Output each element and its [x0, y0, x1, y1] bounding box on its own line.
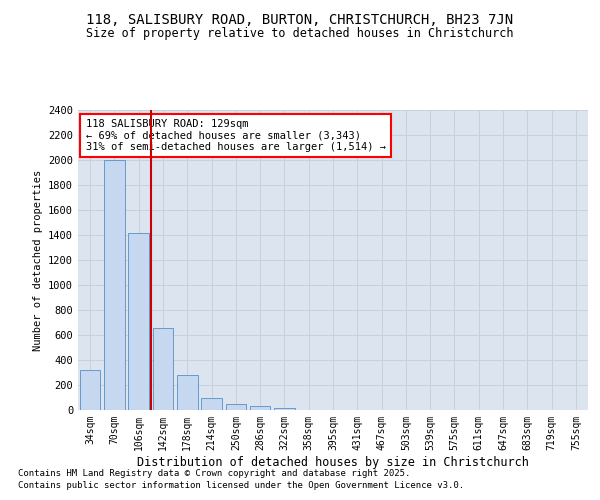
Y-axis label: Number of detached properties: Number of detached properties — [32, 170, 43, 350]
Bar — [80, 370, 100, 410]
Text: Size of property relative to detached houses in Christchurch: Size of property relative to detached ho… — [86, 28, 514, 40]
Bar — [250, 406, 271, 410]
Text: 118 SALISBURY ROAD: 129sqm
← 69% of detached houses are smaller (3,343)
31% of s: 118 SALISBURY ROAD: 129sqm ← 69% of deta… — [86, 119, 386, 152]
Text: Contains public sector information licensed under the Open Government Licence v3: Contains public sector information licen… — [18, 481, 464, 490]
Text: 118, SALISBURY ROAD, BURTON, CHRISTCHURCH, BH23 7JN: 118, SALISBURY ROAD, BURTON, CHRISTCHURC… — [86, 12, 514, 26]
Bar — [152, 328, 173, 410]
Bar — [274, 408, 295, 410]
Bar — [226, 404, 246, 410]
Bar — [104, 160, 125, 410]
Bar — [128, 232, 149, 410]
Bar — [177, 375, 197, 410]
Text: Contains HM Land Registry data © Crown copyright and database right 2025.: Contains HM Land Registry data © Crown c… — [18, 468, 410, 477]
Bar — [201, 398, 222, 410]
X-axis label: Distribution of detached houses by size in Christchurch: Distribution of detached houses by size … — [137, 456, 529, 468]
